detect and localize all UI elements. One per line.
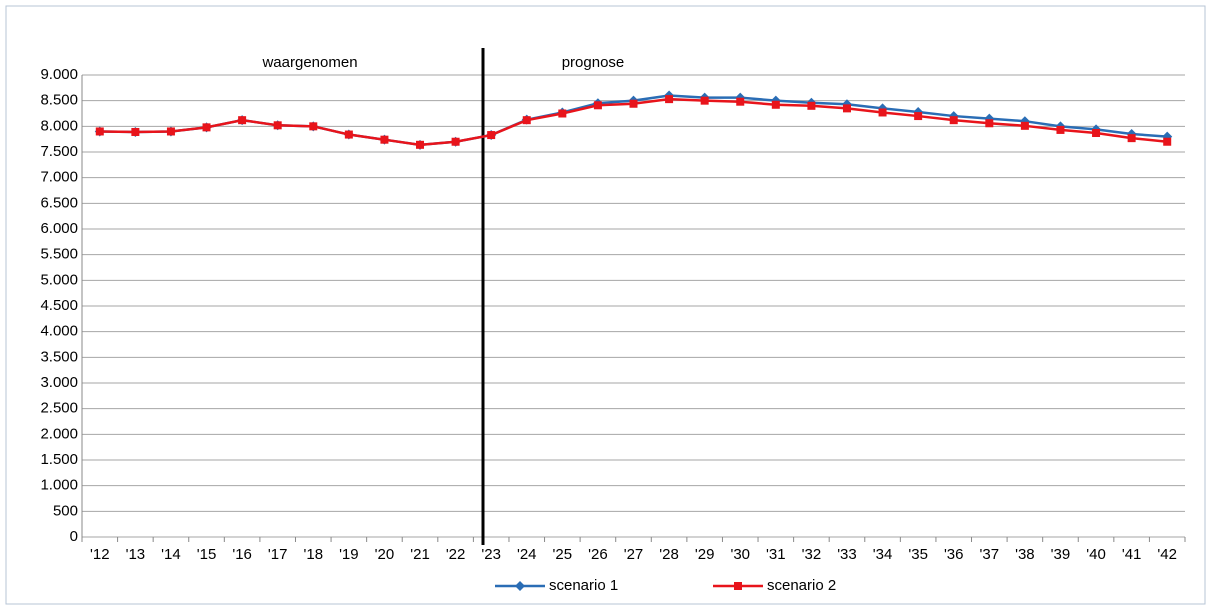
y-tick-label: 7.000 (40, 169, 78, 186)
x-tick-label: '34 (873, 546, 893, 563)
point (344, 130, 353, 139)
point (1127, 134, 1136, 143)
point (629, 99, 638, 108)
point (1163, 137, 1172, 146)
point (807, 101, 816, 110)
x-tick-label: '23 (481, 546, 501, 563)
x-tick-label: '15 (197, 546, 217, 563)
x-tick-label: '16 (232, 546, 252, 563)
point (985, 119, 994, 128)
point (451, 137, 460, 146)
point (665, 95, 674, 104)
x-tick-label: '14 (161, 546, 181, 563)
point (558, 109, 567, 118)
point (166, 127, 175, 136)
point (1056, 125, 1065, 134)
point (131, 127, 140, 136)
y-tick-label: 4.500 (40, 297, 78, 314)
y-tick-label: 8.500 (40, 92, 78, 109)
point (416, 140, 425, 149)
y-tick-label: 0 (70, 528, 78, 545)
x-tick-label: '20 (375, 546, 395, 563)
point (380, 135, 389, 144)
y-tick-label: 500 (53, 502, 78, 519)
point (700, 96, 709, 105)
y-tick-label: 3.000 (40, 374, 78, 391)
chart-frame (5, 5, 1206, 605)
y-tick-label: 4.000 (40, 323, 78, 340)
y-tick-label: 5.000 (40, 271, 78, 288)
x-tick-label: '27 (624, 546, 644, 563)
x-tick-label: '26 (588, 546, 608, 563)
point (736, 97, 745, 106)
point (914, 112, 923, 121)
y-tick-label: 1.500 (40, 451, 78, 468)
point (1020, 121, 1029, 130)
x-tick-label: '40 (1086, 546, 1106, 563)
point (771, 100, 780, 109)
x-tick-label: '17 (268, 546, 288, 563)
x-tick-label: '32 (802, 546, 822, 563)
y-tick-label: 6.500 (40, 194, 78, 211)
point (309, 122, 318, 131)
y-tick-label: 5.500 (40, 246, 78, 263)
legend-marker (515, 581, 525, 591)
x-tick-label: '31 (766, 546, 786, 563)
y-tick-label: 6.000 (40, 220, 78, 237)
legend-marker (734, 582, 742, 590)
x-tick-label: '37 (980, 546, 1000, 563)
point (593, 101, 602, 110)
x-tick-label: '18 (303, 546, 323, 563)
point (522, 116, 531, 125)
annotation: waargenomen (261, 54, 357, 71)
point (95, 127, 104, 136)
x-tick-label: '38 (1015, 546, 1035, 563)
legend-label: scenario 2 (767, 577, 836, 594)
point (238, 116, 247, 125)
point (202, 123, 211, 132)
x-tick-label: '12 (90, 546, 110, 563)
x-tick-label: '13 (126, 546, 146, 563)
point (273, 121, 282, 130)
y-tick-label: 2.000 (40, 425, 78, 442)
x-tick-label: '21 (410, 546, 430, 563)
x-tick-label: '41 (1122, 546, 1142, 563)
x-tick-label: '25 (553, 546, 573, 563)
y-tick-label: 3.500 (40, 348, 78, 365)
y-tick-label: 2.500 (40, 400, 78, 417)
point (842, 104, 851, 113)
point (878, 108, 887, 117)
x-tick-label: '35 (908, 546, 928, 563)
x-tick-label: '28 (659, 546, 679, 563)
legend-label: scenario 1 (549, 577, 618, 594)
point (949, 116, 958, 125)
x-tick-label: '22 (446, 546, 466, 563)
y-tick-label: 1.000 (40, 477, 78, 494)
x-tick-label: '29 (695, 546, 715, 563)
annotation: prognose (562, 54, 625, 71)
x-tick-label: '39 (1051, 546, 1071, 563)
x-tick-label: '19 (339, 546, 359, 563)
y-tick-label: 7.500 (40, 143, 78, 160)
x-tick-label: '36 (944, 546, 964, 563)
point (1092, 129, 1101, 138)
x-tick-label: '30 (730, 546, 750, 563)
x-tick-label: '33 (837, 546, 857, 563)
y-tick-label: 8.000 (40, 117, 78, 134)
y-tick-label: 9.000 (40, 66, 78, 83)
point (487, 131, 496, 140)
x-tick-label: '24 (517, 546, 537, 563)
x-tick-label: '42 (1157, 546, 1177, 563)
